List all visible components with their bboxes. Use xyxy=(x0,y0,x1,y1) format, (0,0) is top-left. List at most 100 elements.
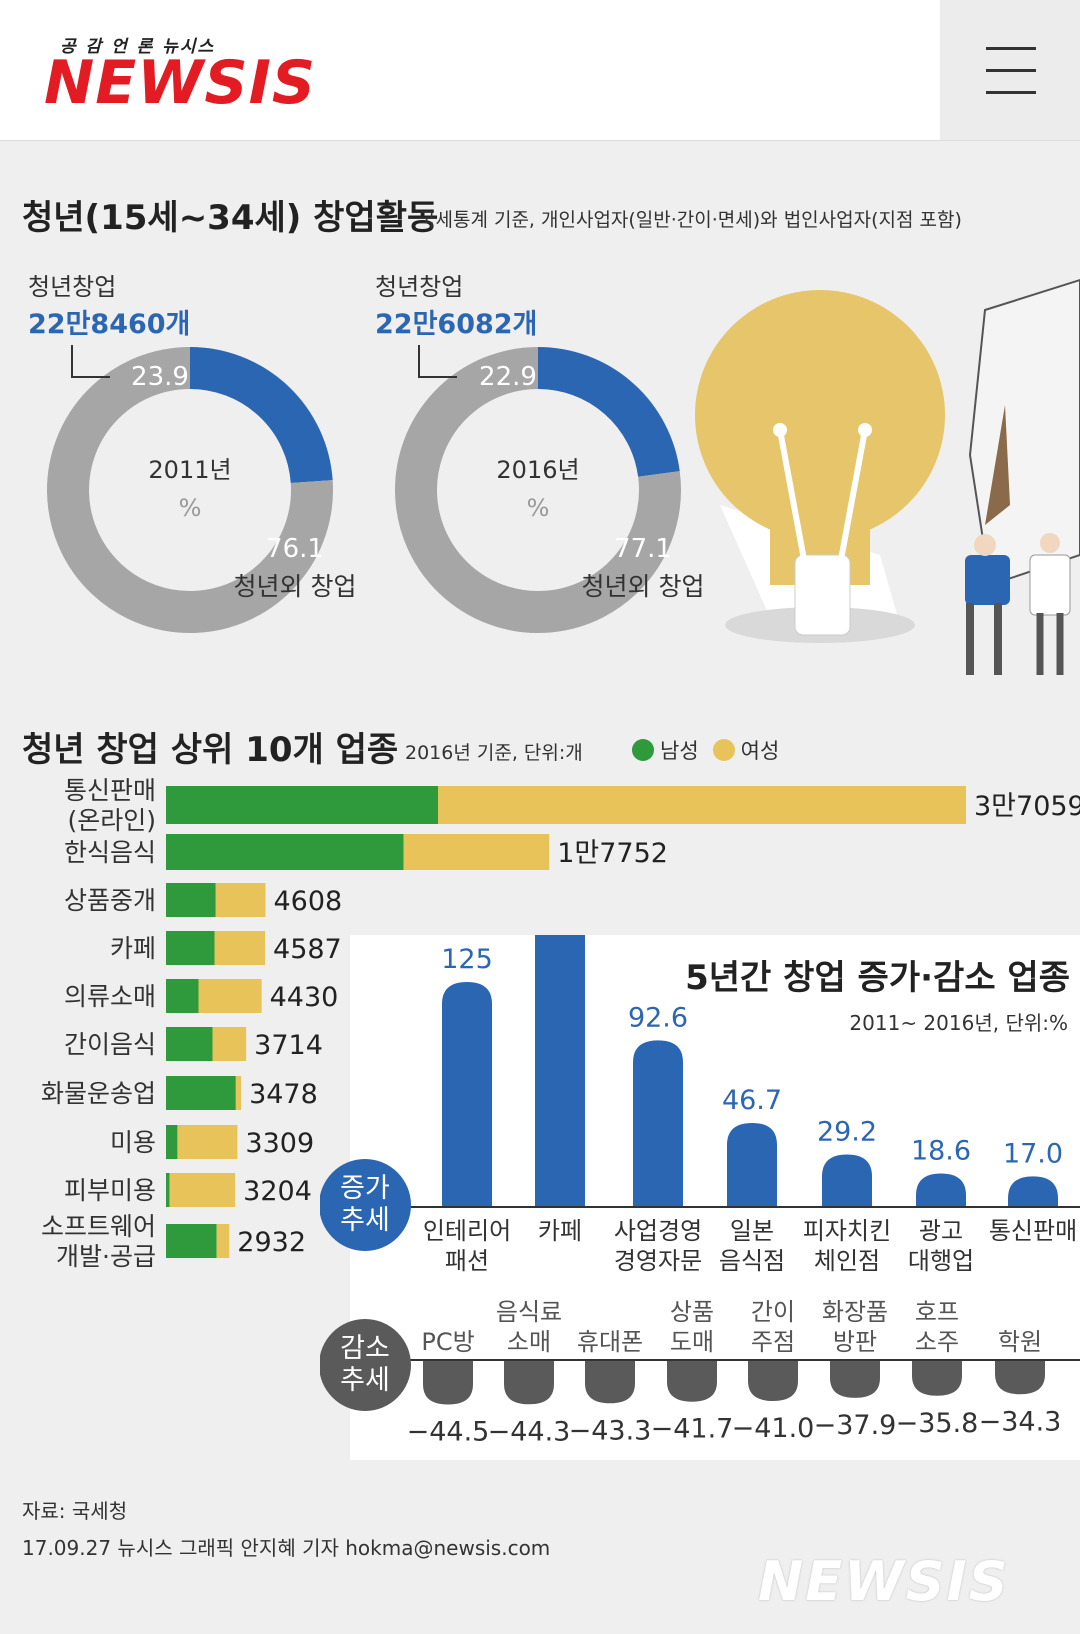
increase-value-label: 46.7 xyxy=(722,1085,782,1116)
increase-category-label: 카페 xyxy=(538,1217,582,1245)
bar-female-9 xyxy=(169,1173,236,1207)
decrease-bar-7 xyxy=(912,1360,962,1396)
bar-category-label-line2: (온라인) xyxy=(67,806,156,835)
increase-bar-6 xyxy=(916,1173,966,1207)
bar-male-7 xyxy=(166,1076,236,1110)
bar-female-4 xyxy=(214,931,266,965)
decrease-bar-4 xyxy=(667,1360,717,1402)
donut-callout-label: 청년창업 xyxy=(28,273,116,301)
donut-center-unit: % xyxy=(179,494,202,522)
decrease-value-label: −37.9 xyxy=(814,1410,897,1441)
decrease-value-label: −41.0 xyxy=(732,1413,815,1444)
decrease-category-label-line2: 주점 xyxy=(751,1328,795,1356)
bar-male-10 xyxy=(166,1224,217,1258)
decrease-category-label: 호프 xyxy=(915,1298,959,1326)
bar-female-7 xyxy=(235,1076,242,1110)
donut-youth-value: 22.9 xyxy=(479,362,537,392)
credit-note: 17.09.27 뉴시스 그래픽 안지혜 기자 hokma@newsis.com xyxy=(22,1536,551,1560)
bar-total-label: 4430 xyxy=(270,982,339,1013)
hamburger-icon[interactable] xyxy=(940,0,1080,140)
newsis-watermark: NEWSIS xyxy=(758,1550,1010,1613)
decrease-badge xyxy=(320,1319,411,1411)
lightbulb-illustration xyxy=(695,278,1080,675)
bar-male-2 xyxy=(166,834,404,870)
donut-center-year: 2011년 xyxy=(148,456,231,484)
decrease-value-label: −44.5 xyxy=(407,1417,490,1448)
bar-male-8 xyxy=(166,1125,178,1159)
increase-bar-1 xyxy=(442,982,492,1207)
callout-leader-line xyxy=(418,345,457,378)
decrease-value-label: −43.3 xyxy=(569,1415,652,1446)
bar-total-label: 4608 xyxy=(273,886,342,917)
inset-title: 5년간 창업 증가·감소 업종 xyxy=(685,958,1070,998)
donut-callout-value: 22만6082개 xyxy=(375,309,537,340)
newsis-logo[interactable]: NEWSIS xyxy=(44,48,317,118)
increase-value-label: 92.6 xyxy=(628,1002,688,1033)
decrease-value-label: −35.8 xyxy=(896,1408,979,1439)
bar-female-6 xyxy=(212,1027,247,1061)
bar-male-4 xyxy=(166,931,215,965)
bar-female-10 xyxy=(216,1224,230,1258)
bar-male-6 xyxy=(166,1027,213,1061)
increase-category-label-line2: 패션 xyxy=(445,1247,489,1275)
donut-center-unit: % xyxy=(527,494,550,522)
increase-value-label: 125 xyxy=(441,944,493,975)
decrease-category-label: 학원 xyxy=(998,1328,1042,1356)
section1-subtitle: 국세통계 기준, 개인사업자(일반·간이·면세)와 법인사업자(지점 포함) xyxy=(418,209,962,231)
legend-label-female: 여성 xyxy=(740,739,780,763)
donut-callout-label: 청년창업 xyxy=(375,273,463,301)
bar-female-3 xyxy=(215,883,266,917)
bar-total-label: 4587 xyxy=(273,934,342,965)
section2-subtitle: 2016년 기준, 단위:개 xyxy=(405,742,583,764)
increase-category-label: 일본 xyxy=(730,1217,774,1245)
bar-category-label-line2: 개발·공급 xyxy=(56,1242,156,1271)
increase-value-label: 17.0 xyxy=(1003,1138,1063,1169)
increase-category-label-line2: 체인점 xyxy=(814,1247,880,1275)
decrease-bar-1 xyxy=(423,1360,473,1405)
bar-category-label: 한식음식 xyxy=(64,838,156,867)
donut-slice-2-1 xyxy=(537,347,680,478)
decrease-bar-5 xyxy=(748,1360,798,1401)
increase-bar-5 xyxy=(822,1154,872,1207)
donut-charts: 2011년% 청년창업 22만8460개 23.9 76.1 청년외 창업 2016년% 청년… xyxy=(28,273,1080,675)
decrease-category-label: 휴대폰 xyxy=(577,1328,643,1356)
decrease-badge-label: 감소 xyxy=(340,1333,390,1364)
section2-title: 청년 창업 상위 10개 업종 xyxy=(22,730,399,770)
decrease-category-label: 음식료 xyxy=(496,1298,562,1326)
decrease-category-label: 화장품 xyxy=(822,1298,888,1326)
increase-category-label-line2: 음식점 xyxy=(719,1247,785,1275)
decrease-badge-label-line2: 추세 xyxy=(340,1365,390,1396)
change-bar-chart: 125인테리어패션200.8카페92.6사업경영경영자문46.7일본음식점29.… xyxy=(320,935,1080,1448)
increase-bar-7 xyxy=(1008,1176,1058,1207)
donut-callout-value: 22만8460개 xyxy=(28,309,190,340)
legend-swatch-male xyxy=(632,739,654,761)
legend: 남성 여성 xyxy=(632,735,779,765)
bar-total-label: 3478 xyxy=(249,1079,318,1110)
decrease-category-label-line2: 방판 xyxy=(833,1328,877,1356)
bar-category-label: 소프트웨어 xyxy=(41,1212,156,1241)
increase-badge-label-line2: 추세 xyxy=(340,1205,390,1236)
callout-leader-line xyxy=(71,345,110,378)
decrease-value-label: −44.3 xyxy=(488,1416,571,1447)
bar-total-label: 3만7059 xyxy=(974,791,1080,822)
donut-other-value: 76.1 xyxy=(266,534,324,564)
decrease-value-label: −41.7 xyxy=(651,1414,734,1445)
bar-female-5 xyxy=(198,979,262,1013)
decrease-category-label: PC방 xyxy=(421,1328,474,1356)
donut-youth-value: 23.9 xyxy=(131,362,189,392)
increase-category-label: 피자치킨 xyxy=(803,1217,891,1245)
decrease-category-label-line2: 소주 xyxy=(915,1328,959,1356)
decrease-category-label: 간이 xyxy=(751,1298,795,1326)
decrease-bar-3 xyxy=(585,1360,635,1404)
donut-slice-2-2 xyxy=(395,347,681,633)
bar-category-label: 피부미용 xyxy=(64,1176,156,1205)
bar-category-label: 통신판매 xyxy=(64,776,156,805)
increase-value-label: 29.2 xyxy=(817,1116,877,1147)
bar-category-label: 의류소매 xyxy=(64,982,156,1011)
increase-category-label-line2: 경영자문 xyxy=(614,1247,702,1275)
decrease-bar-6 xyxy=(830,1360,880,1398)
donut-slice-1-1 xyxy=(189,347,333,484)
increase-category-label: 사업경영 xyxy=(614,1217,702,1245)
bar-total-label: 2932 xyxy=(237,1227,306,1258)
increase-bar-4 xyxy=(727,1122,777,1207)
